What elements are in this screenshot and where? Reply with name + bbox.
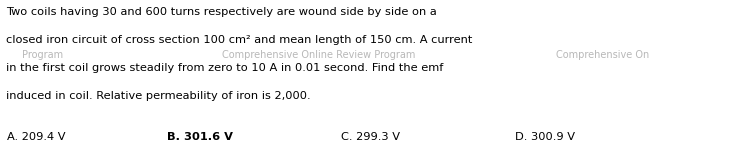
Text: Comprehensive Online Review Program: Comprehensive Online Review Program [222,50,416,60]
Text: C. 299.3 V: C. 299.3 V [341,132,400,142]
Text: B. 301.6 V: B. 301.6 V [167,132,233,142]
Text: D. 300.9 V: D. 300.9 V [515,132,575,142]
Text: A. 209.4 V: A. 209.4 V [7,132,66,142]
Text: closed iron circuit of cross section 100 cm² and mean length of 150 cm. A curren: closed iron circuit of cross section 100… [6,35,472,45]
Text: Two coils having 30 and 600 turns respectively are wound side by side on a: Two coils having 30 and 600 turns respec… [6,7,436,17]
Text: induced in coil. Relative permeability of iron is 2,000.: induced in coil. Relative permeability o… [6,91,310,101]
Text: Program: Program [22,50,63,60]
Text: Comprehensive On: Comprehensive On [556,50,649,60]
Text: in the first coil grows steadily from zero to 10 A in 0.01 second. Find the emf: in the first coil grows steadily from ze… [6,63,443,73]
